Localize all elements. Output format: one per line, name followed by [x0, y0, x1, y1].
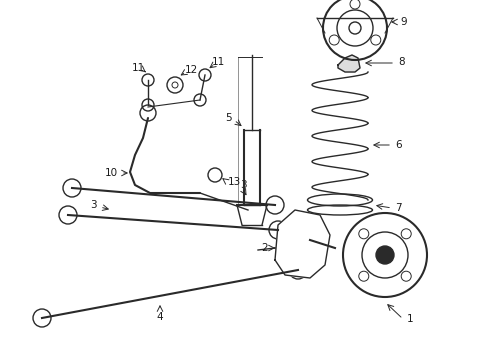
- Text: 3: 3: [90, 200, 97, 210]
- Text: 13: 13: [228, 177, 241, 187]
- Polygon shape: [338, 55, 360, 72]
- Polygon shape: [275, 210, 330, 278]
- Text: 11: 11: [211, 57, 224, 67]
- Text: 5: 5: [225, 113, 232, 123]
- Text: 11: 11: [131, 63, 145, 73]
- Text: 9: 9: [400, 17, 407, 27]
- Text: 12: 12: [185, 65, 198, 75]
- Text: 10: 10: [105, 168, 118, 178]
- Circle shape: [376, 246, 394, 264]
- Text: 2: 2: [261, 243, 268, 253]
- Text: 6: 6: [395, 140, 402, 150]
- Text: 3: 3: [240, 180, 246, 190]
- Text: 1: 1: [407, 314, 414, 324]
- Text: 4: 4: [157, 312, 163, 322]
- Text: 8: 8: [398, 57, 405, 67]
- Text: 7: 7: [395, 203, 402, 213]
